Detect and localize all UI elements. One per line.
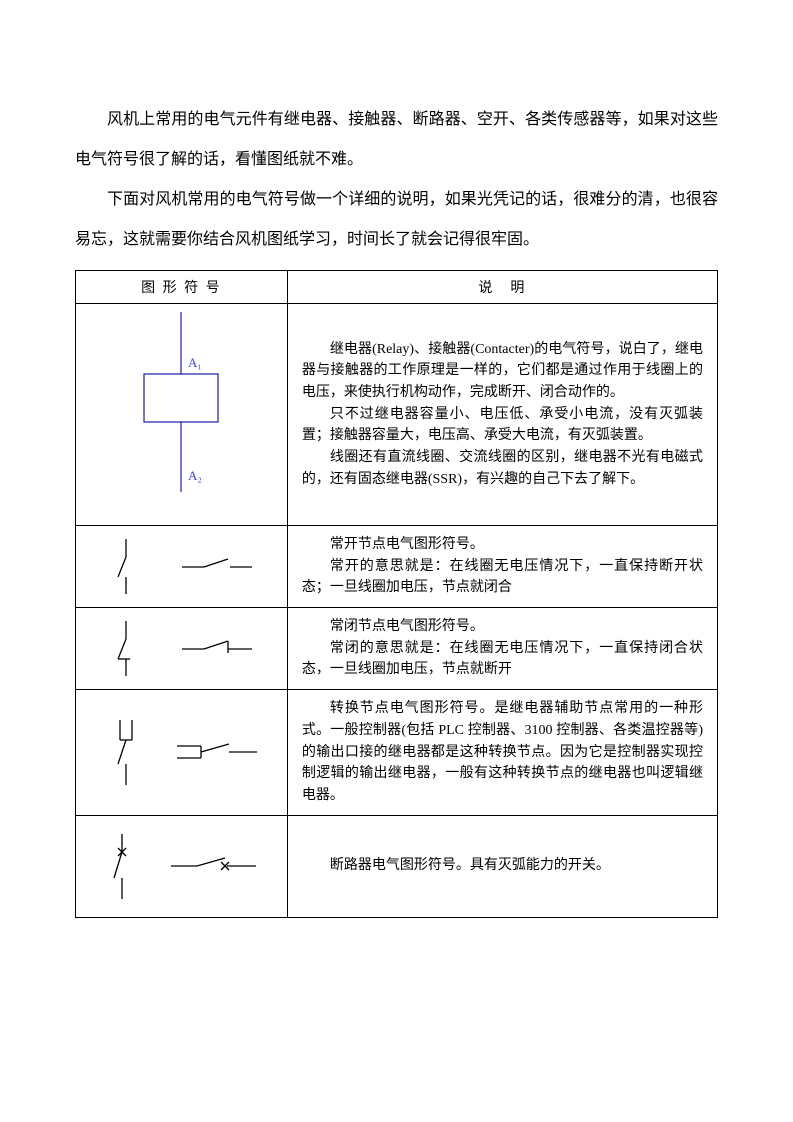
header-symbol: 图 形 符 号 — [76, 271, 288, 304]
desc-text: 转换节点电气图形符号。是继电器辅助节点常用的一种形式。一般控制器(包括 PLC … — [302, 698, 703, 806]
table-row: 转换节点电气图形符号。是继电器辅助节点常用的一种形式。一般控制器(包括 PLC … — [76, 690, 718, 815]
nc-contact-vertical-icon — [111, 621, 141, 676]
table-row: 常闭节点电气图形符号。 常闭的意思就是：在线圈无电压情况下，一直保持闭合状态，一… — [76, 608, 718, 690]
changeover-vertical-icon — [106, 720, 146, 785]
desc-text: 继电器(Relay)、接触器(Contacter)的电气符号，说白了，继电器与接… — [302, 339, 703, 404]
symbol-cell-relay-coil: A₁ A₂ — [76, 304, 288, 526]
symbol-cell-nc-contact — [76, 608, 288, 690]
intro-section: 风机上常用的电气元件有继电器、接触器、断路器、空开、各类传感器等，如果对这些电气… — [75, 100, 718, 260]
desc-cell-relay-coil: 继电器(Relay)、接触器(Contacter)的电气符号，说白了，继电器与接… — [287, 304, 717, 526]
table-row: A₁ A₂ 继电器(Relay)、接触器(Contacter)的电气符号，说白了… — [76, 304, 718, 526]
breaker-horizontal-icon — [171, 851, 256, 881]
desc-cell-breaker: 断路器电气图形符号。具有灭弧能力的开关。 — [287, 815, 717, 917]
coil-label-a2: A₂ — [188, 468, 202, 483]
table-row: 断路器电气图形符号。具有灭弧能力的开关。 — [76, 815, 718, 917]
symbol-table: 图 形 符 号 说 明 A₁ A₂ — [75, 270, 718, 918]
no-contact-vertical-icon — [111, 539, 141, 594]
changeover-horizontal-icon — [177, 735, 257, 770]
document-page: 风机上常用的电气元件有继电器、接触器、断路器、空开、各类传感器等，如果对这些电气… — [0, 0, 793, 978]
intro-paragraph-2: 下面对风机常用的电气符号做一个详细的说明，如果光凭记的话，很难分的清，也很容易忘… — [75, 180, 718, 260]
header-desc: 说 明 — [287, 271, 717, 304]
desc-text: 常开的意思就是：在线圈无电压情况下，一直保持断开状态；一旦线圈加电压，节点就闭合 — [302, 556, 703, 599]
symbol-cell-no-contact — [76, 526, 288, 608]
breaker-vertical-icon — [107, 834, 137, 899]
desc-text: 常闭的意思就是：在线圈无电压情况下，一直保持闭合状态，一旦线圈加电压，节点就断开 — [302, 638, 703, 681]
desc-cell-changeover: 转换节点电气图形符号。是继电器辅助节点常用的一种形式。一般控制器(包括 PLC … — [287, 690, 717, 815]
desc-text: 只不过继电器容量小、电压低、承受小电流，没有灭弧装置；接触器容量大，电压高、承受… — [302, 404, 703, 447]
desc-cell-no-contact: 常开节点电气图形符号。 常开的意思就是：在线圈无电压情况下，一直保持断开状态；一… — [287, 526, 717, 608]
relay-coil-icon: A₁ A₂ — [126, 312, 236, 512]
table-header-row: 图 形 符 号 说 明 — [76, 271, 718, 304]
symbol-cell-changeover — [76, 690, 288, 815]
coil-label-a1: A₁ — [188, 355, 202, 370]
desc-text: 常开节点电气图形符号。 — [302, 534, 703, 556]
nc-contact-horizontal-icon — [182, 634, 252, 664]
desc-text: 断路器电气图形符号。具有灭弧能力的开关。 — [302, 855, 703, 877]
desc-cell-nc-contact: 常闭节点电气图形符号。 常闭的意思就是：在线圈无电压情况下，一直保持闭合状态，一… — [287, 608, 717, 690]
symbol-cell-breaker — [76, 815, 288, 917]
intro-paragraph-1: 风机上常用的电气元件有继电器、接触器、断路器、空开、各类传感器等，如果对这些电气… — [75, 100, 718, 180]
no-contact-horizontal-icon — [182, 552, 252, 582]
table-row: 常开节点电气图形符号。 常开的意思就是：在线圈无电压情况下，一直保持断开状态；一… — [76, 526, 718, 608]
desc-text: 常闭节点电气图形符号。 — [302, 616, 703, 638]
desc-text: 线圈还有直流线圈、交流线圈的区别，继电器不光有电磁式的，还有固态继电器(SSR)… — [302, 447, 703, 490]
